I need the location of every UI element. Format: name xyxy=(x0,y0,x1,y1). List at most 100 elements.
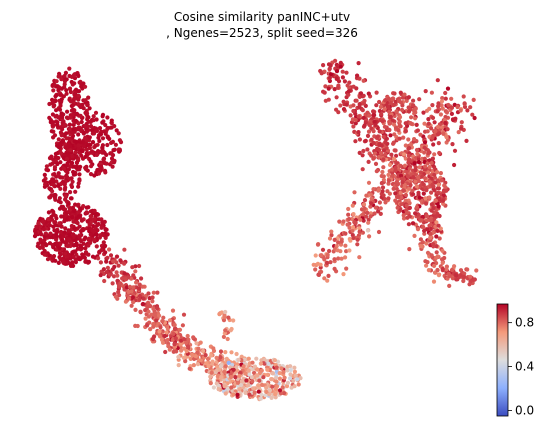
scatter-point xyxy=(70,251,75,256)
scatter-point xyxy=(328,72,333,77)
scatter-point xyxy=(362,123,367,128)
scatter-point xyxy=(436,141,441,146)
scatter-point xyxy=(436,273,441,278)
scatter-point xyxy=(130,265,135,270)
scatter-point xyxy=(399,176,405,181)
scatter-point xyxy=(59,111,64,116)
scatter-point xyxy=(102,244,107,249)
scatter-point xyxy=(198,358,203,363)
scatter-point xyxy=(105,255,110,260)
scatter-point xyxy=(405,215,410,220)
scatter-point xyxy=(150,299,155,304)
scatter-point xyxy=(391,186,396,191)
scatter-point xyxy=(422,121,427,126)
scatter-point xyxy=(67,122,72,127)
scatter-point xyxy=(252,390,257,395)
scatter-point xyxy=(416,175,421,180)
scatter-point xyxy=(391,141,396,146)
scatter-point xyxy=(83,124,88,129)
scatter-point xyxy=(381,165,386,170)
scatter-point xyxy=(395,205,400,210)
scatter-point xyxy=(444,135,449,140)
scatter-point xyxy=(110,139,115,144)
scatter-point xyxy=(243,390,248,395)
scatter-point xyxy=(388,114,393,120)
scatter-point xyxy=(203,353,208,358)
scatter-point xyxy=(322,276,327,281)
scatter-point xyxy=(176,363,181,368)
scatter-point xyxy=(443,96,448,101)
scatter-point xyxy=(437,236,442,241)
scatter-point xyxy=(357,255,362,260)
scatter-point xyxy=(166,344,171,349)
scatter-point xyxy=(430,103,435,108)
scatter-point xyxy=(441,201,446,206)
scatter-point xyxy=(458,108,463,113)
scatter-point xyxy=(350,228,355,233)
scatter-point xyxy=(431,142,436,147)
scatter-point xyxy=(42,252,47,257)
scatter-point xyxy=(83,165,88,170)
scatter-point xyxy=(99,248,104,253)
scatter-point xyxy=(89,128,94,133)
scatter-point xyxy=(417,165,422,170)
scatter-point xyxy=(295,377,300,382)
scatter-point xyxy=(67,229,72,234)
scatter-point xyxy=(137,293,142,299)
scatter-point xyxy=(266,361,271,366)
scatter-point xyxy=(77,234,82,240)
scatter-point xyxy=(181,312,187,317)
scatter-point xyxy=(438,226,443,231)
scatter-point xyxy=(365,147,370,152)
scatter-point xyxy=(413,211,418,216)
scatter-point xyxy=(146,309,151,314)
scatter-point xyxy=(103,227,108,233)
scatter-point xyxy=(170,308,176,313)
scatter-point xyxy=(362,198,368,203)
scatter-point xyxy=(65,258,70,263)
scatter-point xyxy=(263,393,268,398)
scatter-point xyxy=(70,215,75,220)
scatter-point xyxy=(412,161,417,166)
scatter-point xyxy=(379,112,384,117)
scatter-point xyxy=(170,337,175,342)
scatter-point xyxy=(292,384,297,389)
scatter-point xyxy=(118,281,123,286)
scatter-point xyxy=(68,256,73,261)
scatter-point xyxy=(44,167,49,172)
scatter-point xyxy=(260,382,265,387)
scatter-point xyxy=(79,153,84,158)
scatter-point xyxy=(105,265,110,270)
scatter-point xyxy=(373,205,378,210)
scatter-point xyxy=(413,106,418,111)
scatter-point xyxy=(86,95,91,100)
scatter-point xyxy=(397,136,402,141)
scatter-point xyxy=(130,295,135,300)
scatter-point xyxy=(428,231,433,237)
scatter-point xyxy=(279,366,284,371)
scatter-point xyxy=(434,234,439,239)
scatter-point xyxy=(95,142,100,147)
scatter-point xyxy=(445,127,450,132)
scatter-point xyxy=(46,217,51,222)
scatter-point xyxy=(90,140,96,145)
scatter-point xyxy=(264,385,269,390)
scatter-point xyxy=(84,151,89,156)
scatter-point xyxy=(427,106,432,111)
scatter-point xyxy=(408,183,413,188)
scatter-point xyxy=(416,160,421,165)
scatter-point xyxy=(84,210,89,215)
scatter-point xyxy=(110,164,115,169)
scatter-point xyxy=(341,107,347,112)
scatter-point xyxy=(237,373,242,378)
scatter-point xyxy=(43,231,49,236)
scatter-point xyxy=(57,85,62,90)
scatter-point xyxy=(201,348,206,353)
scatter-point xyxy=(404,211,409,216)
scatter-point xyxy=(61,166,67,171)
scatter-point xyxy=(231,392,236,397)
scatter-point xyxy=(270,371,276,376)
scatter-point xyxy=(325,278,330,283)
scatter-point xyxy=(421,110,426,115)
scatter-point xyxy=(111,259,116,264)
